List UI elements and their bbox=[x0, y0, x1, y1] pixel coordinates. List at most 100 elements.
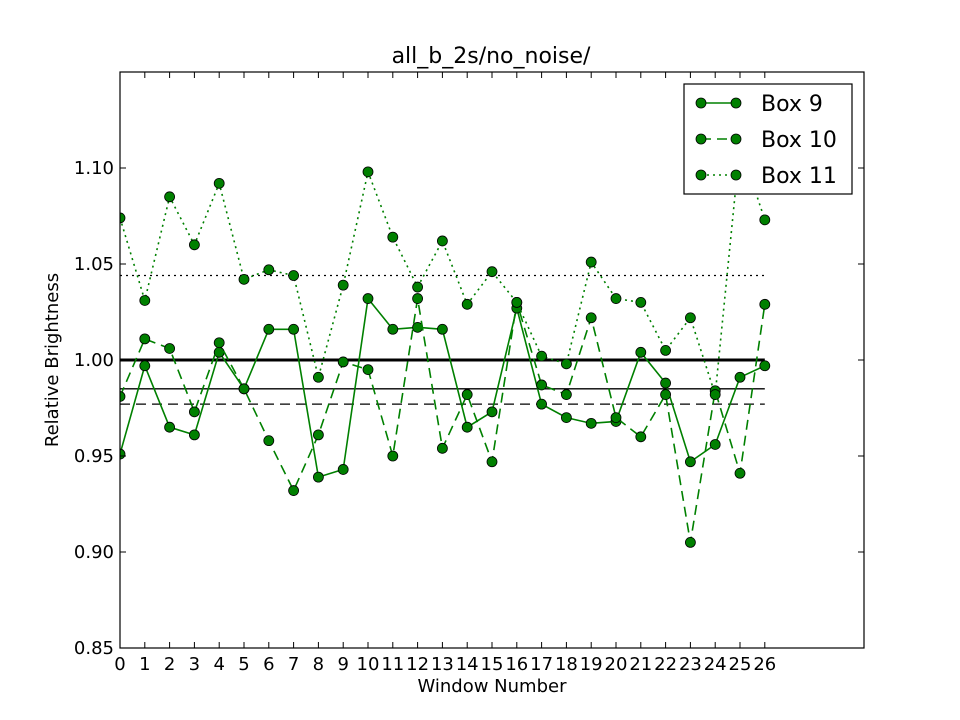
data-point-box-11 bbox=[238, 273, 250, 285]
plot-clipped-group bbox=[120, 139, 771, 548]
data-point-box-10 bbox=[461, 389, 473, 400]
data-point-box-11 bbox=[263, 264, 275, 276]
data-point-box-10 bbox=[610, 412, 622, 424]
data-point-box-10 bbox=[635, 431, 647, 443]
x-tick-label: 2 bbox=[164, 654, 175, 675]
legend-label-box-11: Box 11 bbox=[761, 164, 837, 189]
legend-marker-box-11 bbox=[695, 169, 707, 181]
data-point-box-11 bbox=[120, 212, 126, 224]
y-tick-label: 1.05 bbox=[74, 254, 114, 275]
data-point-box-10 bbox=[213, 337, 225, 349]
x-tick-label: 22 bbox=[654, 654, 677, 675]
data-point-box-10 bbox=[362, 364, 374, 376]
x-tick-label: 21 bbox=[629, 654, 652, 675]
data-point-box-10 bbox=[536, 379, 547, 391]
legend-marker-box-9 bbox=[730, 97, 742, 109]
data-point-box-11 bbox=[561, 358, 572, 370]
x-tick-label: 24 bbox=[704, 654, 727, 675]
x-tick-label: 15 bbox=[481, 654, 504, 675]
data-point-box-10 bbox=[685, 537, 696, 548]
data-point-box-11 bbox=[536, 350, 547, 362]
data-point-box-9 bbox=[436, 323, 448, 335]
data-point-box-9 bbox=[660, 377, 671, 389]
data-point-box-10 bbox=[263, 435, 275, 447]
data-point-box-10 bbox=[585, 312, 597, 324]
data-point-box-9 bbox=[486, 406, 498, 418]
data-point-box-11 bbox=[461, 298, 473, 310]
x-tick-label: 8 bbox=[313, 654, 324, 675]
data-point-box-11 bbox=[387, 231, 399, 243]
data-point-box-11 bbox=[685, 312, 696, 324]
y-tick-label: 0.85 bbox=[74, 638, 114, 659]
data-point-box-9 bbox=[188, 429, 200, 441]
data-point-box-11 bbox=[486, 266, 498, 278]
chart-title: all_b_2s/no_noise/ bbox=[392, 44, 591, 69]
data-point-box-11 bbox=[288, 270, 300, 281]
x-tick-label: 23 bbox=[679, 654, 702, 675]
data-point-box-9 bbox=[709, 439, 721, 450]
data-point-box-10 bbox=[337, 356, 349, 368]
plot-frame bbox=[119, 71, 865, 649]
legend-marker-box-11 bbox=[730, 169, 742, 181]
x-tick-label: 26 bbox=[753, 654, 776, 675]
data-point-box-9 bbox=[213, 346, 225, 358]
data-point-box-11 bbox=[188, 239, 200, 251]
data-point-box-11 bbox=[610, 293, 622, 304]
data-point-box-11 bbox=[362, 166, 374, 178]
x-tick-label: 7 bbox=[288, 654, 299, 675]
data-point-box-10 bbox=[164, 343, 176, 354]
data-point-box-9 bbox=[461, 421, 473, 433]
data-point-box-11 bbox=[139, 295, 151, 306]
data-point-box-10 bbox=[660, 389, 671, 400]
legend: Box 9 Box 10 Box 11 bbox=[683, 83, 853, 195]
x-tick-label: 13 bbox=[431, 654, 454, 675]
x-tick-label: 16 bbox=[505, 654, 528, 675]
y-tick-label: 0.90 bbox=[74, 542, 114, 563]
x-tick-label: 12 bbox=[406, 654, 429, 675]
x-tick-label: 1 bbox=[139, 654, 150, 675]
data-point-box-11 bbox=[337, 279, 349, 291]
y-tick-label: 1.00 bbox=[74, 350, 114, 371]
data-point-box-11 bbox=[635, 296, 647, 308]
data-point-box-10 bbox=[312, 429, 324, 441]
legend-label-box-9: Box 9 bbox=[761, 92, 823, 117]
x-tick-label: 6 bbox=[263, 654, 274, 675]
data-point-box-9 bbox=[312, 471, 324, 483]
x-tick-label: 10 bbox=[357, 654, 380, 675]
legend-marker-box-9 bbox=[695, 97, 707, 109]
x-tick-label: 14 bbox=[456, 654, 479, 675]
data-point-box-9 bbox=[387, 323, 399, 335]
data-point-box-9 bbox=[734, 371, 746, 383]
x-tick-label: 20 bbox=[605, 654, 628, 675]
data-point-box-10 bbox=[759, 298, 771, 310]
data-point-box-11 bbox=[709, 389, 721, 400]
data-point-box-11 bbox=[312, 371, 324, 383]
x-axis-title: Window Number bbox=[417, 676, 567, 697]
x-tick-label: 0 bbox=[114, 654, 125, 675]
legend-label-box-10: Box 10 bbox=[761, 128, 837, 153]
data-point-box-10 bbox=[561, 389, 572, 400]
x-tick-label: 18 bbox=[555, 654, 578, 675]
x-tick-label: 11 bbox=[381, 654, 404, 675]
data-point-box-10 bbox=[387, 450, 399, 462]
data-point-box-11 bbox=[511, 296, 523, 308]
y-axis-title: Relative Brightness bbox=[42, 273, 63, 447]
data-point-box-11 bbox=[436, 235, 448, 247]
x-tick-label: 4 bbox=[213, 654, 224, 675]
plot-area: 0 1 2 3 4 5 6 7 8 9 10 11 12 13 14 15 16 17 18 19 20 21 22 23 24… bbox=[74, 72, 864, 675]
data-point-box-11 bbox=[759, 214, 771, 226]
data-point-box-10 bbox=[412, 293, 424, 304]
data-point-box-9 bbox=[164, 421, 176, 433]
data-point-box-10 bbox=[486, 456, 498, 468]
data-point-box-11 bbox=[660, 344, 671, 356]
data-point-box-9 bbox=[139, 360, 151, 372]
x-tick-label: 19 bbox=[580, 654, 603, 675]
data-point-box-9 bbox=[635, 346, 647, 358]
data-point-box-11 bbox=[412, 281, 424, 293]
x-tick-label: 3 bbox=[189, 654, 200, 675]
y-tick-label: 0.95 bbox=[74, 446, 114, 467]
data-point-box-9 bbox=[263, 323, 275, 335]
data-point-box-10 bbox=[436, 442, 448, 454]
data-point-box-9 bbox=[362, 293, 374, 304]
